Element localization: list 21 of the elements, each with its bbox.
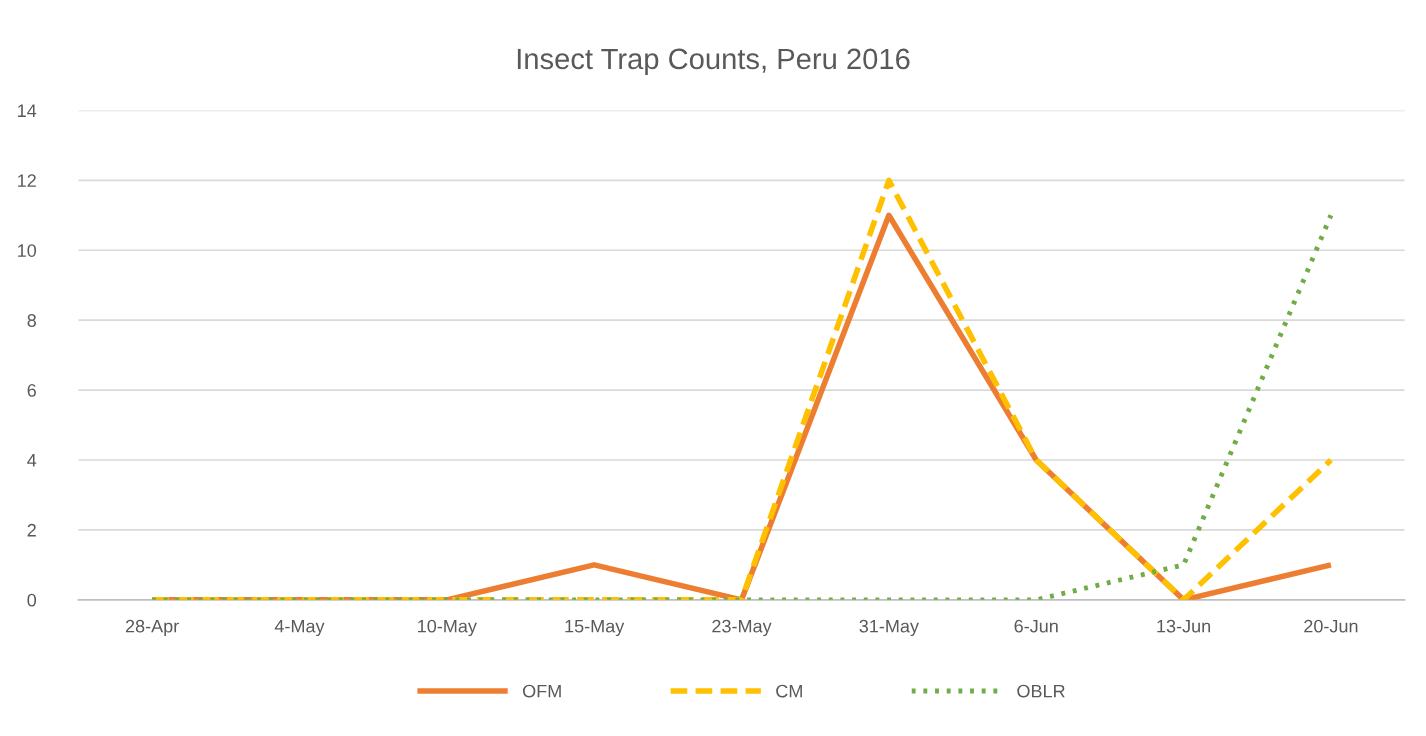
x-tick-label: 10-May [418,619,477,637]
y-tick-label: 8 [27,314,36,327]
y-tick-label: 6 [27,384,36,397]
x-tick-label: 4-May [274,619,325,637]
y-tick-label: 14 [18,104,37,117]
x-tick-label: 20-Jun [1304,619,1358,633]
x-tick-label: 15-May [565,619,625,637]
y-tick-label: 12 [18,174,36,187]
x-tick-label: 13-Jun [1157,619,1211,633]
legend-label: OBLR [1017,684,1065,698]
x-tick-label: 31-May [859,619,919,637]
x-tick-label: 23-May [712,619,772,637]
y-tick-label: 10 [18,244,37,257]
x-tick-label: 28-Apr [125,619,179,637]
y-tick-label: 0 [27,593,37,607]
y-tick-label: 2 [27,523,36,537]
legend-label: OFM [523,684,561,698]
y-tick-label: 4 [27,454,37,467]
x-tick-label: 6-Jun [1014,619,1058,633]
legend-label: CM [776,684,802,698]
chart-title: Insect Trap Counts, Peru 2016 [517,48,910,76]
